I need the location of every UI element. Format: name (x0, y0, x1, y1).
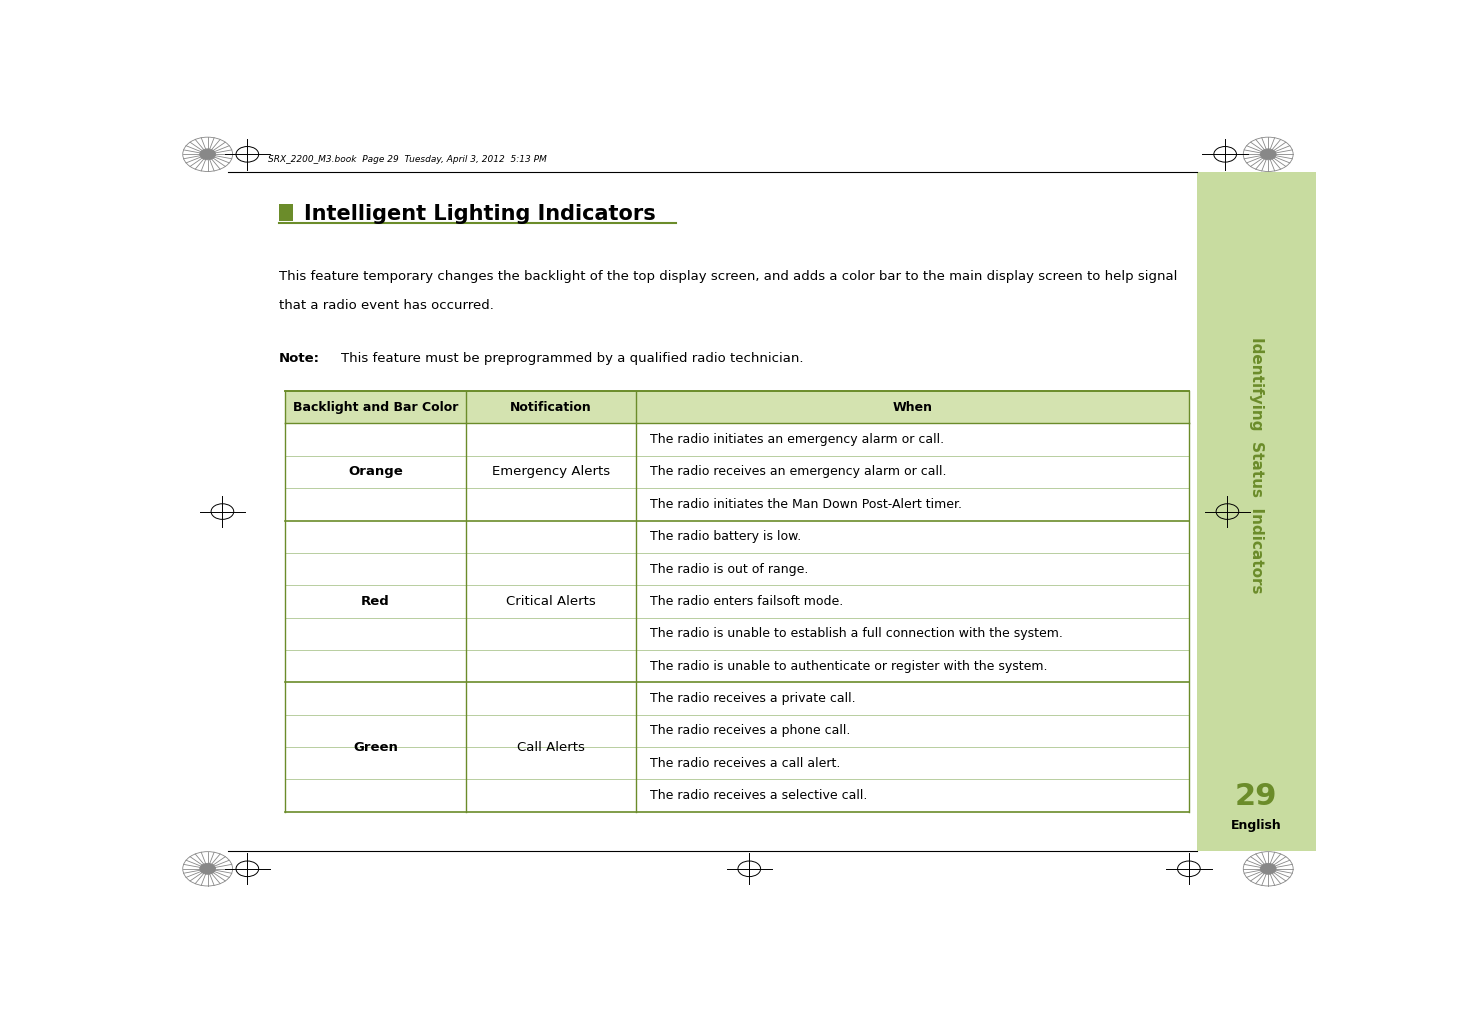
Text: Intelligent Lighting Indicators: Intelligent Lighting Indicators (304, 205, 656, 225)
Text: Backlight and Bar Color: Backlight and Bar Color (292, 400, 458, 413)
Text: The radio is out of range.: The radio is out of range. (649, 562, 808, 575)
Text: The radio initiates the Man Down Post-Alert timer.: The radio initiates the Man Down Post-Al… (649, 497, 962, 511)
Text: The radio battery is low.: The radio battery is low. (649, 530, 801, 543)
Text: The radio receives a selective call.: The radio receives a selective call. (649, 789, 867, 802)
Bar (279, 205, 292, 222)
Text: Notification: Notification (510, 400, 592, 413)
Text: The radio receives a private call.: The radio receives a private call. (649, 692, 855, 705)
Text: Identifying  Status  Indicators: Identifying Status Indicators (1249, 336, 1263, 593)
Text: The radio is unable to authenticate or register with the system.: The radio is unable to authenticate or r… (649, 659, 1047, 673)
Text: Call Alerts: Call Alerts (518, 741, 585, 754)
Text: Note:: Note: (279, 352, 320, 365)
Text: The radio receives a call alert.: The radio receives a call alert. (649, 757, 841, 770)
Text: This feature must be preprogrammed by a qualified radio technician.: This feature must be preprogrammed by a … (342, 352, 804, 365)
Text: Emergency Alerts: Emergency Alerts (491, 466, 610, 478)
Text: The radio receives an emergency alarm or call.: The radio receives an emergency alarm or… (649, 466, 946, 478)
Text: Critical Alerts: Critical Alerts (506, 595, 596, 608)
Text: Green: Green (352, 741, 398, 754)
Text: The radio is unable to establish a full connection with the system.: The radio is unable to establish a full … (649, 627, 1063, 640)
Circle shape (200, 863, 215, 874)
Circle shape (200, 149, 215, 160)
Bar (1197, 172, 1316, 851)
Text: The radio initiates an emergency alarm or call.: The radio initiates an emergency alarm o… (649, 434, 943, 446)
Text: English: English (1231, 820, 1282, 832)
Text: The radio enters failsoft mode.: The radio enters failsoft mode. (649, 595, 842, 608)
Text: 29: 29 (1235, 782, 1278, 810)
Text: that a radio event has occurred.: that a radio event has occurred. (279, 300, 494, 312)
Text: Orange: Orange (348, 466, 402, 478)
Text: SRX_2200_M3.book  Page 29  Tuesday, April 3, 2012  5:13 PM: SRX_2200_M3.book Page 29 Tuesday, April … (268, 155, 547, 163)
Text: This feature temporary changes the backlight of the top display screen, and adds: This feature temporary changes the backl… (279, 269, 1177, 283)
Circle shape (1260, 863, 1276, 874)
Bar (285, 391, 1189, 423)
Text: Red: Red (361, 595, 390, 608)
Bar (1197, 800, 1316, 851)
Circle shape (1260, 149, 1276, 160)
Text: When: When (892, 400, 933, 413)
Text: The radio receives a phone call.: The radio receives a phone call. (649, 724, 849, 737)
